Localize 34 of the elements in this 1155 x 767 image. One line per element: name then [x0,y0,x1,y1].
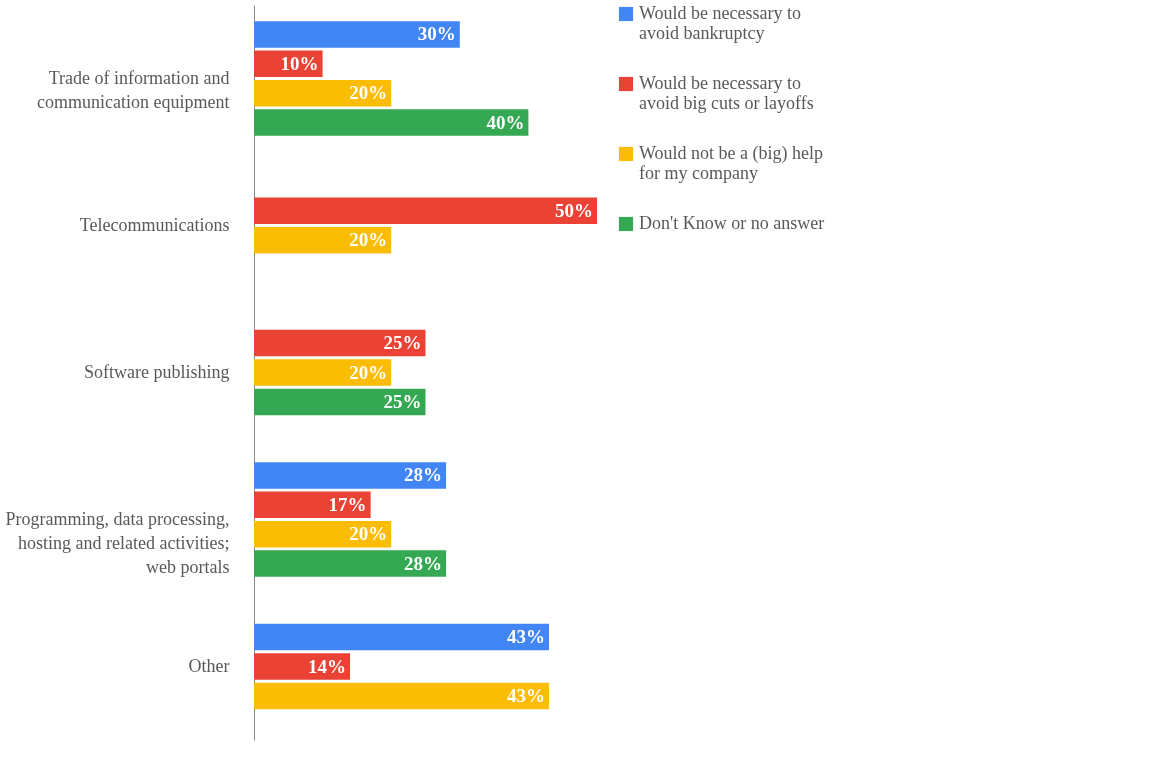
data-label: 20% [349,82,388,104]
data-label: 25% [383,332,422,354]
bar [254,226,392,254]
bar [254,79,392,107]
bar [254,550,447,577]
y-tick-label: Trade of information and communication equipment [37,68,230,112]
bar [254,520,392,548]
legend-label: Would be necessary to avoid bankruptcy [639,3,801,43]
data-label: 43% [506,684,545,706]
data-label: 10% [280,52,319,74]
data-label: 43% [506,626,545,648]
data-label: 20% [349,523,388,545]
y-tick-label: Other [188,656,230,676]
legend-label: Don't Know or no answer [639,213,825,233]
legend-label: Would be necessary to avoid big cuts or layoffs [639,73,814,113]
bar [254,197,597,225]
data-label: 30% [417,23,456,45]
data-label: 20% [349,229,388,251]
bar [254,491,371,519]
data-label: 28% [404,552,443,574]
data-label: 25% [383,390,422,412]
bar [254,462,447,489]
data-label: 40% [486,111,525,133]
data-label: 20% [349,361,388,383]
bar [254,21,460,48]
data-label: 17% [328,493,367,515]
legend-label: Would not be a (big) help for my company [639,143,824,183]
y-tick-label: Software publishing [84,362,230,382]
bar [254,109,529,136]
data-label: 14% [308,655,347,677]
y-tick-label: Telecommunications [79,215,230,235]
data-label: 50% [555,199,593,221]
data-label: 28% [404,464,443,486]
y-tick-label: Programming, data processing, hosting and related activities; web portals [5,509,230,577]
